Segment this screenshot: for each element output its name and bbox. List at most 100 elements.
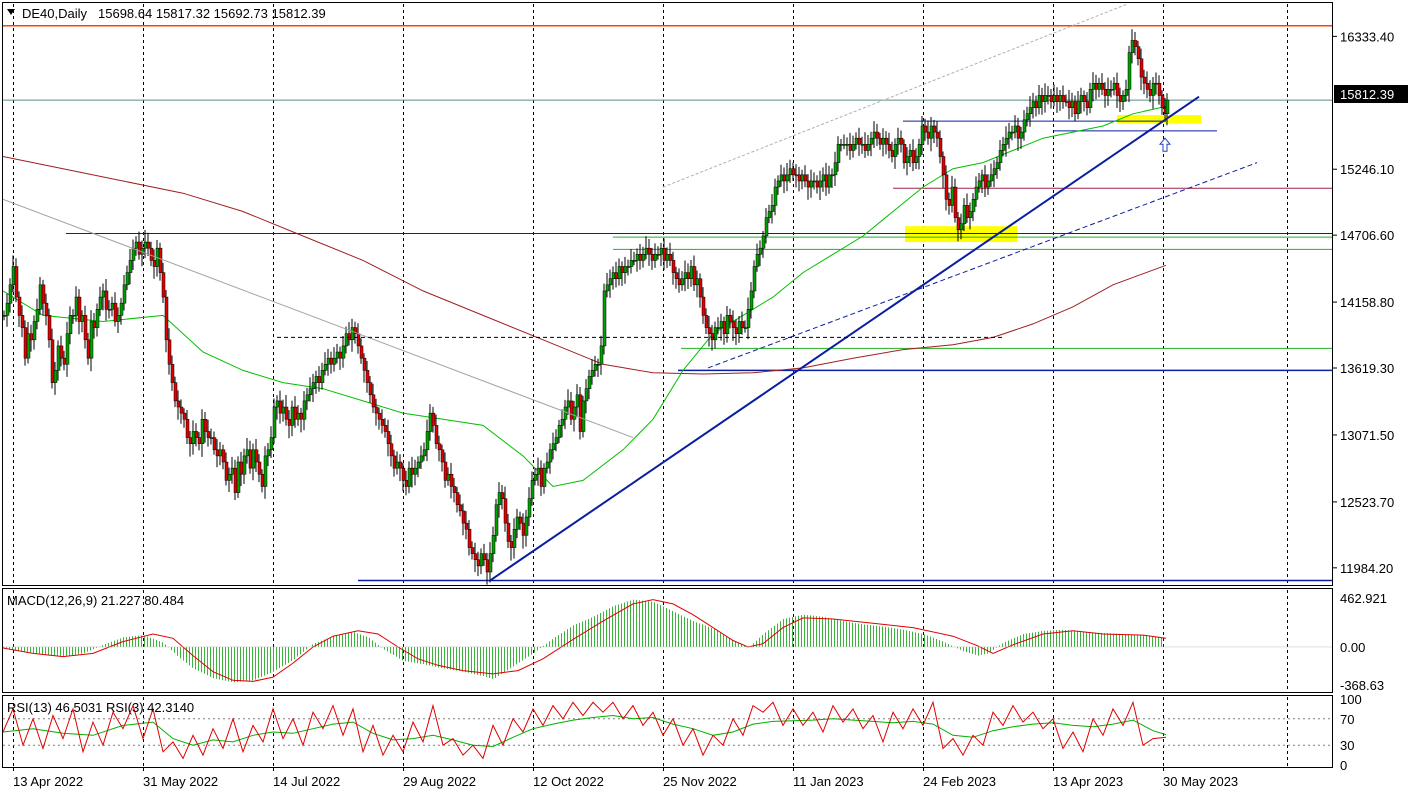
candle-body [533, 473, 538, 481]
candle-body [614, 272, 619, 279]
candle-body [575, 394, 580, 408]
candle-body [71, 315, 76, 317]
candle-body [482, 553, 487, 561]
price-axis: 16333.40 15246.10 14706.60 14158.80 13619.30… [1332, 29, 1394, 773]
candle-body [641, 254, 646, 261]
candle-body [635, 254, 640, 261]
candle-body [1034, 101, 1039, 108]
candle-body [584, 388, 589, 402]
candle-body [998, 150, 1003, 163]
candle-body [1094, 82, 1099, 90]
candle-body [350, 327, 355, 341]
candle-body [605, 284, 610, 292]
candle-body [335, 351, 340, 359]
time-axis: 13 Apr 2022 31 May 2022 14 Jul 2022 29 Aug … [13, 767, 1238, 789]
candle-body [869, 137, 874, 145]
candle-body [554, 437, 559, 444]
candle-body [1106, 89, 1111, 96]
candle-body [221, 449, 226, 463]
candle-body [755, 254, 760, 267]
candle-body [377, 412, 382, 420]
candle-body [206, 431, 211, 438]
macd-signal-line [2, 599, 1167, 682]
candle-body [638, 254, 643, 261]
ma-fast-line [2, 105, 1167, 488]
candle-body [962, 205, 967, 224]
candle-body [290, 406, 295, 426]
candle-body [878, 137, 883, 145]
rsi-panel-frame [2, 695, 1333, 768]
candle-body [539, 467, 544, 487]
candle-body [53, 370, 58, 383]
candle-body [695, 278, 700, 286]
candle-body [347, 333, 352, 341]
price-tick-label: 15246.10 [1340, 162, 1394, 177]
candle-body [11, 266, 16, 286]
candle-body [740, 321, 745, 328]
candle-body [50, 339, 55, 383]
candle-body [1013, 125, 1018, 133]
candle-body [179, 406, 184, 414]
candle-body [632, 260, 637, 262]
candle-body [686, 272, 691, 279]
candle-body [929, 125, 934, 139]
candle-body [1046, 95, 1051, 97]
candle-body [860, 144, 865, 146]
candle-body [1049, 95, 1054, 102]
candle-body [713, 327, 718, 341]
candle-body [1100, 82, 1105, 90]
candle-body [14, 266, 19, 298]
candle-body [1043, 95, 1048, 102]
trend-line [489, 95, 1200, 582]
candle-body [1136, 46, 1141, 60]
candle-body [29, 333, 34, 341]
candle-body [494, 504, 499, 536]
candle-body [995, 162, 1000, 169]
rsi-tick-label: 70 [1340, 712, 1354, 727]
candle-body [1067, 101, 1072, 108]
candle-body [119, 302, 124, 316]
candle-body [1073, 101, 1078, 115]
candle-body [107, 309, 112, 311]
candle-body [404, 480, 409, 487]
candle-body [500, 492, 505, 499]
candle-body [902, 144, 907, 163]
candle-body [1088, 89, 1093, 108]
candle-body [731, 321, 736, 328]
candle-body [1091, 82, 1096, 90]
candle-body [104, 290, 109, 310]
candle-body [980, 174, 985, 182]
candle-body [23, 327, 28, 359]
candle-body [950, 186, 955, 206]
candle-body [398, 461, 403, 469]
candle-body [197, 437, 202, 444]
candle-body [890, 150, 895, 157]
candle-body [1127, 52, 1132, 90]
candle-body [464, 522, 469, 530]
candle-body [497, 492, 502, 506]
candle-body [278, 400, 283, 414]
candle-body [965, 205, 970, 218]
candle-body [38, 284, 43, 310]
candle-body [125, 272, 130, 286]
candle-body [47, 315, 52, 341]
candle-body [176, 400, 181, 408]
candle-body [182, 412, 187, 420]
candle-body [1139, 58, 1144, 78]
candle-body [320, 370, 325, 383]
candle-body [845, 144, 850, 146]
candle-body [968, 211, 973, 218]
candle-body [257, 461, 262, 475]
candle-body [1133, 40, 1138, 47]
candle-body [20, 315, 25, 328]
candle-body [215, 449, 220, 457]
candle-body [74, 296, 79, 316]
candle-body [767, 211, 772, 218]
candle-body [314, 376, 319, 383]
candle-body [32, 321, 37, 341]
candle-body [896, 137, 901, 145]
candle-body [797, 174, 802, 182]
dropdown-triangle-icon[interactable] [7, 9, 15, 15]
candle-body [734, 327, 739, 334]
